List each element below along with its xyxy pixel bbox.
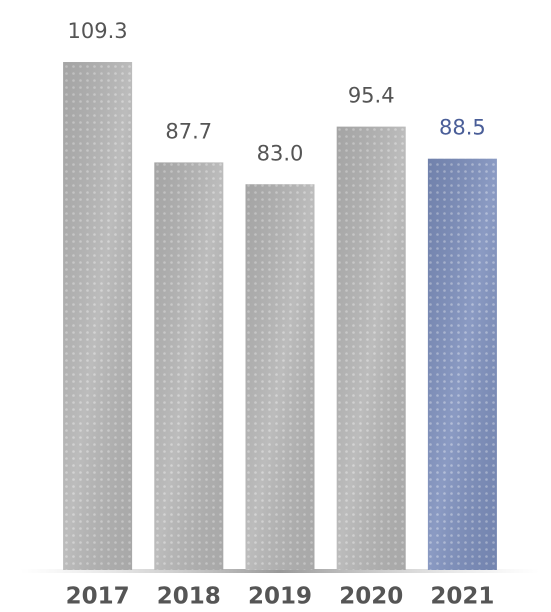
baseline — [20, 569, 540, 573]
value-label: 88.5 — [439, 116, 486, 140]
value-label: 95.4 — [348, 84, 395, 108]
bar-sheen — [245, 184, 315, 570]
x-tick-label: 2020 — [339, 584, 403, 610]
value-label: 83.0 — [257, 141, 304, 165]
x-tick-label: 2017 — [66, 584, 130, 610]
x-tick-label: 2018 — [157, 584, 221, 610]
value-label: 109.3 — [68, 19, 128, 43]
x-tick-label: 2021 — [430, 584, 494, 610]
bar-sheen — [336, 126, 406, 570]
bar-sheen — [154, 162, 224, 570]
x-tick-label: 2019 — [248, 584, 312, 610]
value-label: 87.7 — [165, 119, 212, 143]
bar-sheen — [427, 158, 497, 571]
bar-sheen — [63, 62, 133, 570]
